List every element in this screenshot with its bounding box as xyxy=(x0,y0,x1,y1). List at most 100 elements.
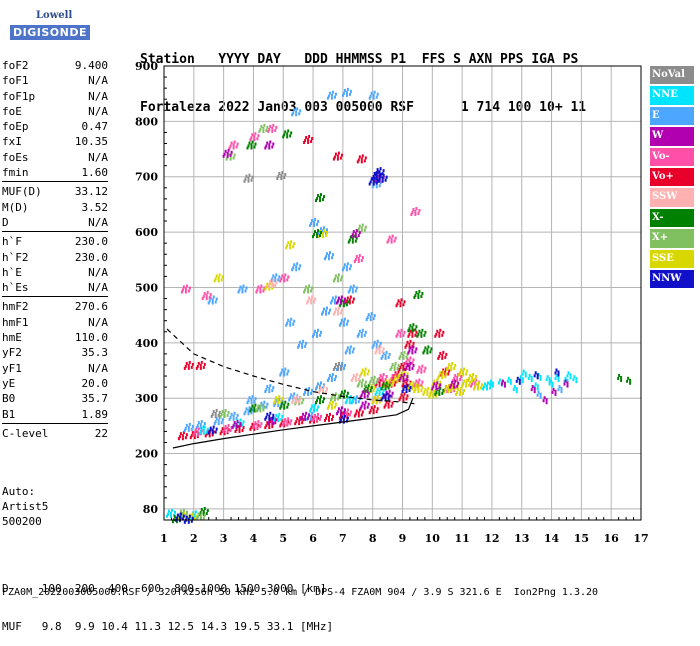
echo-point xyxy=(357,234,360,238)
echo-point xyxy=(317,220,320,223)
echo-point xyxy=(274,421,277,425)
echo-point xyxy=(307,389,310,393)
echo-point xyxy=(214,420,217,424)
legend-item: SSW xyxy=(650,188,694,207)
echo-point xyxy=(332,368,335,371)
echo-point xyxy=(188,360,191,364)
echo-point xyxy=(417,390,420,394)
echo-point xyxy=(311,388,314,392)
param-name: hmF1 xyxy=(2,315,29,329)
echo-point xyxy=(518,381,521,385)
echo-point xyxy=(307,416,310,420)
echo-point xyxy=(253,400,256,404)
echo-point xyxy=(442,388,445,392)
echo-point xyxy=(268,287,271,291)
echo-point xyxy=(426,392,429,396)
plot-frame xyxy=(163,65,642,521)
echo-point xyxy=(380,356,383,360)
echo-point xyxy=(409,329,412,333)
echo-point xyxy=(302,339,305,343)
echo-point xyxy=(313,406,316,410)
echo-point xyxy=(336,157,339,161)
echo-point xyxy=(363,159,366,163)
echo-point xyxy=(618,374,621,377)
echo-point xyxy=(379,167,382,171)
echo-point xyxy=(275,413,278,417)
echo-point xyxy=(380,387,383,391)
echo-point xyxy=(265,144,268,148)
echo-point xyxy=(537,390,540,394)
echo-point xyxy=(374,351,377,355)
echo-point xyxy=(412,323,415,327)
echo-point xyxy=(243,179,246,183)
echo-point xyxy=(363,383,366,387)
echo-point xyxy=(382,388,385,392)
echo-point xyxy=(345,303,348,307)
echo-point xyxy=(334,392,337,396)
echo-point xyxy=(521,372,524,376)
echo-point xyxy=(202,365,205,369)
echo-point xyxy=(350,235,353,239)
echo-point xyxy=(349,410,352,414)
echo-point xyxy=(369,315,372,319)
echo-point xyxy=(199,363,202,367)
echo-point xyxy=(412,358,415,362)
echo-point xyxy=(394,375,397,379)
echo-point xyxy=(412,341,415,345)
echo-point xyxy=(351,240,354,244)
echo-point xyxy=(395,304,398,308)
param-row: B0 35.7 xyxy=(0,391,112,406)
echo-point xyxy=(217,419,220,423)
echo-point xyxy=(191,512,194,516)
echo-point xyxy=(344,351,347,355)
echo-point xyxy=(260,401,263,405)
echo-point xyxy=(350,379,353,382)
echo-point xyxy=(257,285,260,289)
echo-point xyxy=(326,406,329,410)
echo-point xyxy=(243,412,246,416)
echo-point xyxy=(302,412,305,416)
echo-point xyxy=(392,380,395,384)
echo-point xyxy=(340,295,343,299)
echo-point xyxy=(262,408,265,412)
echo-point xyxy=(317,194,319,198)
echo-point xyxy=(416,370,419,374)
echo-point xyxy=(343,88,346,92)
param-row: foF2 9.400 xyxy=(0,58,112,73)
echo-point xyxy=(290,317,293,321)
echo-point xyxy=(433,382,436,386)
echo-point xyxy=(455,392,458,396)
echo-point xyxy=(217,276,220,280)
param-name: B1 xyxy=(2,407,16,421)
echo-point xyxy=(312,235,314,239)
echo-point xyxy=(411,326,414,330)
echo-point xyxy=(324,418,326,422)
echo-point xyxy=(343,389,346,393)
echo-point xyxy=(257,134,260,138)
echo-point xyxy=(355,373,358,376)
param-separator xyxy=(2,422,108,424)
echo-point xyxy=(372,179,375,183)
echo-point xyxy=(168,509,170,513)
muf-distance-table: D 100 200 400 600 800 1000 1500 3000 [km… xyxy=(2,558,333,646)
echo-point xyxy=(224,425,227,428)
echo-point xyxy=(191,424,194,428)
echo-point xyxy=(308,284,311,288)
echo-point xyxy=(438,389,441,393)
echo-point xyxy=(406,394,409,398)
echo-point xyxy=(323,385,325,389)
echo-point xyxy=(439,371,442,375)
echo-point xyxy=(174,510,176,514)
echo-point xyxy=(199,517,202,521)
legend-item: X- xyxy=(650,208,694,228)
echo-point xyxy=(356,384,359,388)
echo-point xyxy=(444,375,447,379)
echo-point xyxy=(200,511,203,515)
param-name: foF1p xyxy=(2,89,36,103)
param-row: M(D) 3.52 xyxy=(0,200,112,215)
echo-point xyxy=(329,412,331,416)
echo-point xyxy=(418,290,421,293)
echo-point xyxy=(391,234,394,238)
echo-point xyxy=(271,129,274,133)
echo-point xyxy=(375,382,378,386)
